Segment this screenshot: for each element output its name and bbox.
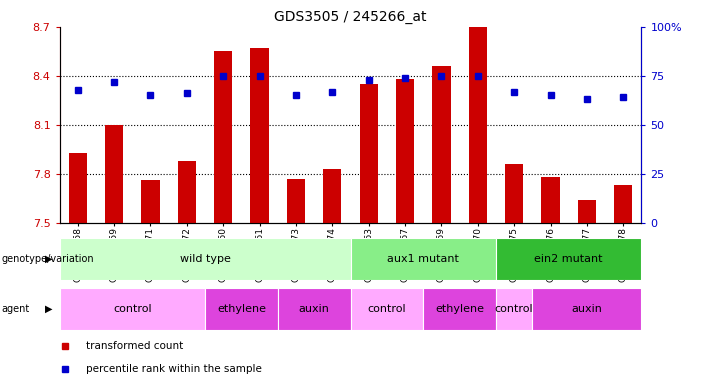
Bar [496,238,641,280]
Bar [360,84,378,223]
Bar [505,164,523,223]
Text: transformed count: transformed count [86,341,183,351]
Text: ethylene: ethylene [217,304,266,314]
Text: ethylene: ethylene [435,304,484,314]
Text: aux1 mutant: aux1 mutant [387,254,459,264]
Text: auxin: auxin [571,304,602,314]
Bar [287,179,305,223]
Bar [423,288,496,330]
Bar [396,79,414,223]
Bar [578,200,596,223]
Bar [323,169,341,223]
Text: ▶: ▶ [45,304,53,314]
Text: auxin: auxin [299,304,329,314]
Title: GDS3505 / 245266_at: GDS3505 / 245266_at [274,10,427,25]
Text: percentile rank within the sample: percentile rank within the sample [86,364,261,374]
Text: agent: agent [1,304,29,314]
Bar [60,238,350,280]
Bar [614,185,632,223]
Bar [532,288,641,330]
Text: control: control [367,304,406,314]
Bar [214,51,232,223]
Bar [278,288,350,330]
Text: control: control [495,304,533,314]
Bar [433,66,451,223]
Bar [60,288,205,330]
Bar [205,288,278,330]
Bar [350,238,496,280]
Text: control: control [113,304,151,314]
Bar [142,180,160,223]
Text: wild type: wild type [179,254,231,264]
Bar [350,288,423,330]
Text: ▶: ▶ [45,254,53,264]
Bar [105,125,123,223]
Bar [250,48,268,223]
Text: genotype/variation: genotype/variation [1,254,94,264]
Bar [541,177,559,223]
Bar [178,161,196,223]
Text: ein2 mutant: ein2 mutant [534,254,603,264]
Bar [496,288,532,330]
Bar [469,27,487,223]
Bar [69,152,87,223]
